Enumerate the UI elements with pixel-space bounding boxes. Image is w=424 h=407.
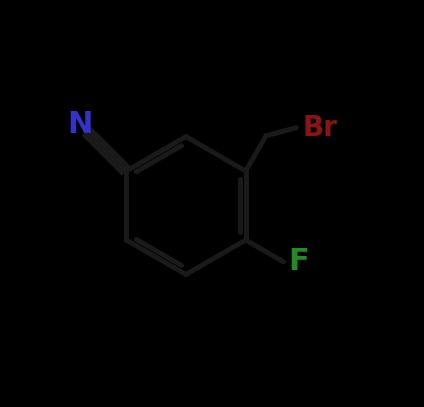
Text: F: F	[288, 247, 309, 276]
Text: N: N	[67, 110, 92, 139]
Text: Br: Br	[303, 114, 338, 142]
